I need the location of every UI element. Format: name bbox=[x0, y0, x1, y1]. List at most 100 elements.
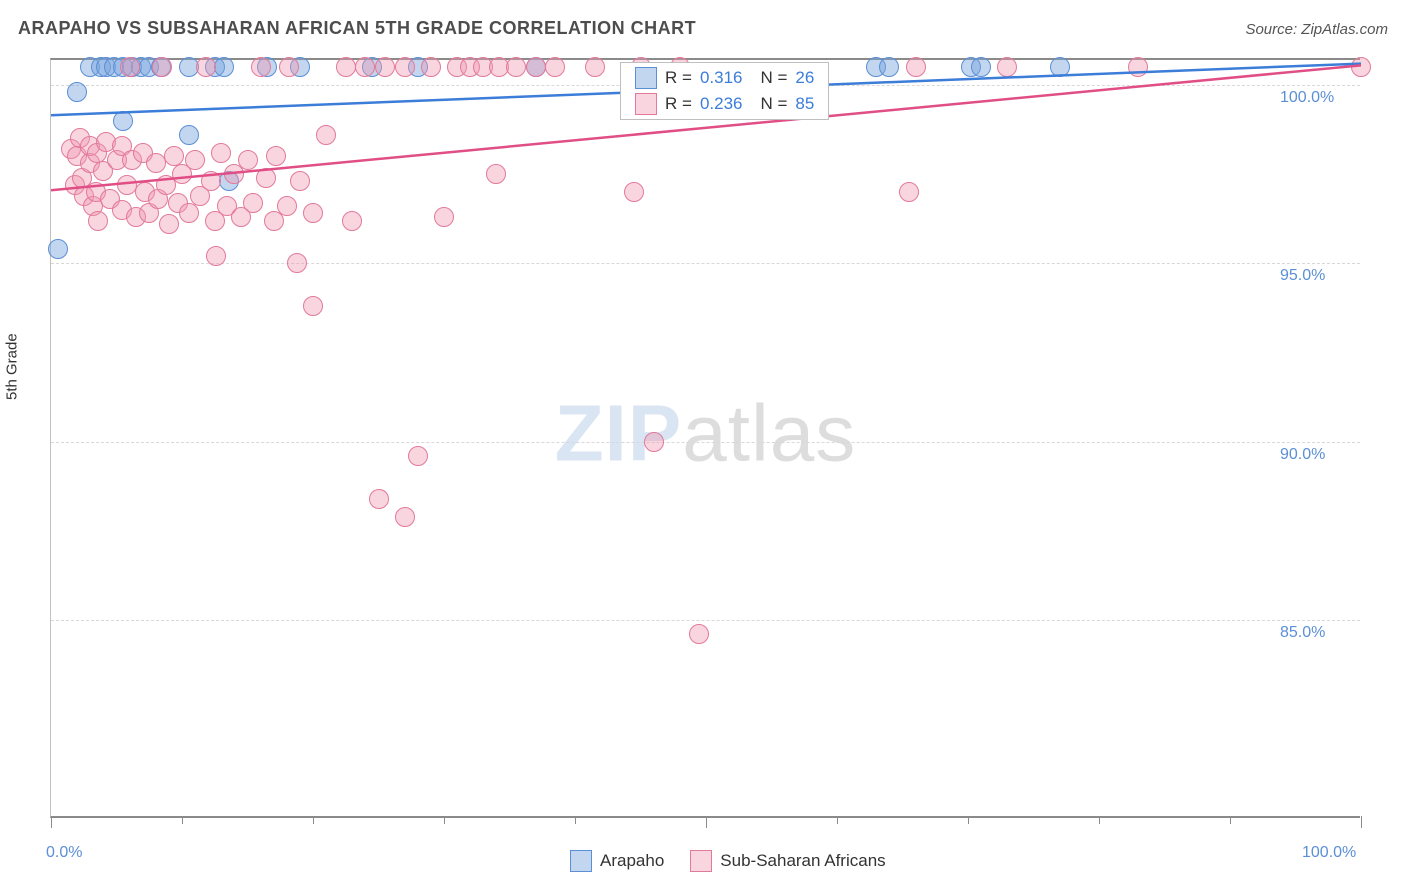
y-tick-label: 90.0% bbox=[1280, 446, 1325, 464]
gridline bbox=[51, 263, 1360, 264]
scatter-point bbox=[238, 150, 258, 170]
scatter-point bbox=[545, 57, 565, 77]
legend-swatch bbox=[570, 850, 592, 872]
scatter-point bbox=[290, 171, 310, 191]
scatter-point bbox=[506, 57, 526, 77]
stat-N-value: 85 bbox=[795, 94, 814, 114]
watermark-atlas: atlas bbox=[682, 388, 856, 477]
scatter-point bbox=[214, 57, 234, 77]
scatter-point bbox=[879, 57, 899, 77]
y-axis-label: 5th Grade bbox=[4, 333, 21, 400]
scatter-point bbox=[251, 57, 271, 77]
x-tick-minor bbox=[444, 816, 445, 824]
scatter-point bbox=[644, 432, 664, 452]
source-label: Source: ZipAtlas.com bbox=[1245, 21, 1388, 38]
scatter-point bbox=[117, 175, 137, 195]
scatter-point bbox=[185, 150, 205, 170]
scatter-point bbox=[287, 253, 307, 273]
scatter-point bbox=[408, 446, 428, 466]
scatter-point bbox=[421, 57, 441, 77]
scatter-point bbox=[1050, 57, 1070, 77]
legend-item: Sub-Saharan Africans bbox=[690, 850, 885, 872]
stat-N-label: N = bbox=[760, 68, 787, 88]
scatter-point bbox=[277, 196, 297, 216]
x-tick-minor bbox=[1099, 816, 1100, 824]
y-tick-label: 100.0% bbox=[1280, 89, 1334, 107]
scatter-point bbox=[159, 214, 179, 234]
scatter-point bbox=[113, 111, 133, 131]
x-tick-minor bbox=[837, 816, 838, 824]
x-tick-minor bbox=[968, 816, 969, 824]
stat-R-value: 0.316 bbox=[700, 68, 743, 88]
x-tick-label: 100.0% bbox=[1302, 844, 1356, 862]
scatter-point bbox=[1128, 57, 1148, 77]
scatter-point bbox=[434, 207, 454, 227]
scatter-point bbox=[997, 57, 1017, 77]
scatter-point bbox=[303, 296, 323, 316]
scatter-point bbox=[67, 82, 87, 102]
scatter-point bbox=[279, 57, 299, 77]
scatter-point bbox=[152, 57, 172, 77]
watermark-zip: ZIP bbox=[555, 388, 682, 477]
legend-label: Arapaho bbox=[600, 851, 664, 871]
scatter-point bbox=[196, 57, 216, 77]
legend-swatch bbox=[690, 850, 712, 872]
legend-item: Arapaho bbox=[570, 850, 664, 872]
legend-swatch bbox=[635, 93, 657, 115]
scatter-point bbox=[256, 168, 276, 188]
scatter-point bbox=[899, 182, 919, 202]
bottom-legend: Arapaho Sub-Saharan Africans bbox=[570, 850, 886, 872]
x-tick-minor bbox=[182, 816, 183, 824]
stats-row: R = 0.236 N = 85 bbox=[621, 91, 828, 117]
scatter-point bbox=[336, 57, 356, 77]
scatter-point bbox=[179, 203, 199, 223]
stat-R-label: R = bbox=[665, 94, 692, 114]
scatter-point bbox=[342, 211, 362, 231]
stat-R-value: 0.236 bbox=[700, 94, 743, 114]
x-tick-minor bbox=[575, 816, 576, 824]
watermark: ZIPatlas bbox=[555, 387, 856, 479]
scatter-point bbox=[1351, 57, 1371, 77]
legend-label: Sub-Saharan Africans bbox=[720, 851, 885, 871]
scatter-point bbox=[971, 57, 991, 77]
scatter-point bbox=[120, 57, 140, 77]
scatter-point bbox=[486, 164, 506, 184]
scatter-point bbox=[395, 57, 415, 77]
x-tick-major bbox=[706, 816, 707, 828]
gridline bbox=[51, 620, 1360, 621]
chart-title: ARAPAHO VS SUBSAHARAN AFRICAN 5TH GRADE … bbox=[18, 18, 696, 39]
scatter-point bbox=[316, 125, 336, 145]
scatter-point bbox=[369, 489, 389, 509]
trend-lines bbox=[51, 60, 1361, 820]
x-tick-minor bbox=[313, 816, 314, 824]
stat-N-value: 26 bbox=[795, 68, 814, 88]
scatter-point bbox=[179, 125, 199, 145]
x-tick-major bbox=[1361, 816, 1362, 828]
x-tick-label: 0.0% bbox=[46, 844, 82, 862]
x-tick-minor bbox=[1230, 816, 1231, 824]
legend-swatch bbox=[635, 67, 657, 89]
gridline bbox=[51, 442, 1360, 443]
scatter-point bbox=[206, 246, 226, 266]
scatter-point bbox=[526, 57, 546, 77]
scatter-point bbox=[243, 193, 263, 213]
scatter-point bbox=[88, 211, 108, 231]
y-tick-label: 85.0% bbox=[1280, 624, 1325, 642]
scatter-plot-area: ZIPatlas bbox=[50, 58, 1360, 818]
stats-row: R = 0.316 N = 26 bbox=[621, 65, 828, 91]
scatter-point bbox=[355, 57, 375, 77]
scatter-point bbox=[906, 57, 926, 77]
scatter-point bbox=[211, 143, 231, 163]
stats-box: R = 0.316 N = 26 R = 0.236 N = 85 bbox=[620, 62, 829, 120]
stat-N-label: N = bbox=[760, 94, 787, 114]
scatter-point bbox=[689, 624, 709, 644]
scatter-point bbox=[266, 146, 286, 166]
scatter-point bbox=[146, 153, 166, 173]
scatter-point bbox=[585, 57, 605, 77]
scatter-point bbox=[48, 239, 68, 259]
scatter-point bbox=[201, 171, 221, 191]
x-tick-major bbox=[51, 816, 52, 828]
stat-R-label: R = bbox=[665, 68, 692, 88]
scatter-point bbox=[395, 507, 415, 527]
scatter-point bbox=[303, 203, 323, 223]
